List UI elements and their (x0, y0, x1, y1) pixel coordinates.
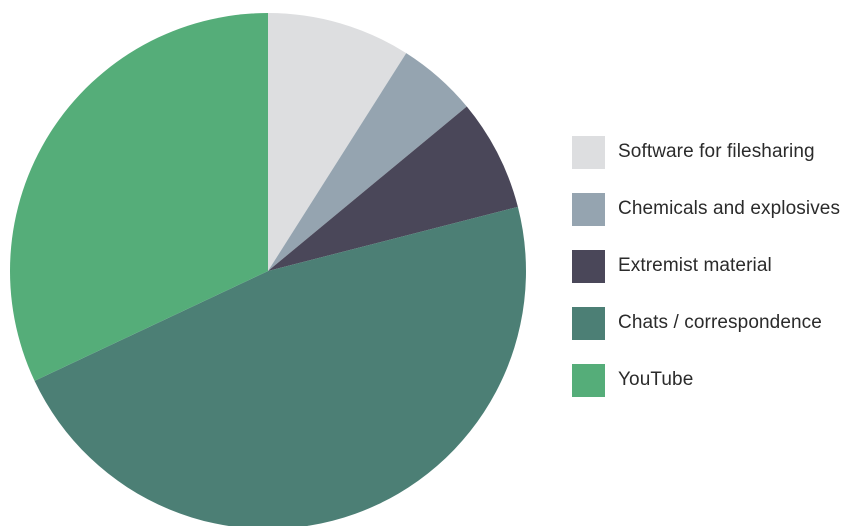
legend: Software for filesharing Chemicals and ex… (572, 134, 840, 419)
pie-slice-chats-correspondence (34, 206, 526, 526)
legend-item-extremist-material: Extremist material (572, 248, 840, 284)
legend-swatch (572, 363, 605, 397)
legend-label: Extremist material (618, 255, 772, 276)
legend-label: YouTube (618, 369, 694, 390)
pie-slice-extremist-material (268, 106, 518, 271)
legend-label: Chemicals and explosives (618, 198, 841, 219)
legend-item-chemicals-and-explosives: Chemicals and explosives (572, 191, 840, 227)
legend-label: Software for filesharing (618, 141, 815, 162)
legend-item-software-for-filesharing: Software for filesharing (572, 134, 840, 170)
legend-label: Chats / correspondence (618, 312, 822, 333)
legend-swatch (572, 249, 605, 283)
legend-swatch (572, 135, 605, 169)
pie-slice-chemicals-and-explosives (268, 53, 467, 271)
legend-swatch (572, 192, 605, 226)
legend-item-youtube: YouTube (572, 362, 840, 398)
legend-swatch (572, 306, 605, 340)
pie-slice-software-for-filesharing (268, 13, 407, 271)
pie-slice-youtube (9, 13, 268, 381)
legend-item-chats-correspondence: Chats / correspondence (572, 305, 840, 341)
